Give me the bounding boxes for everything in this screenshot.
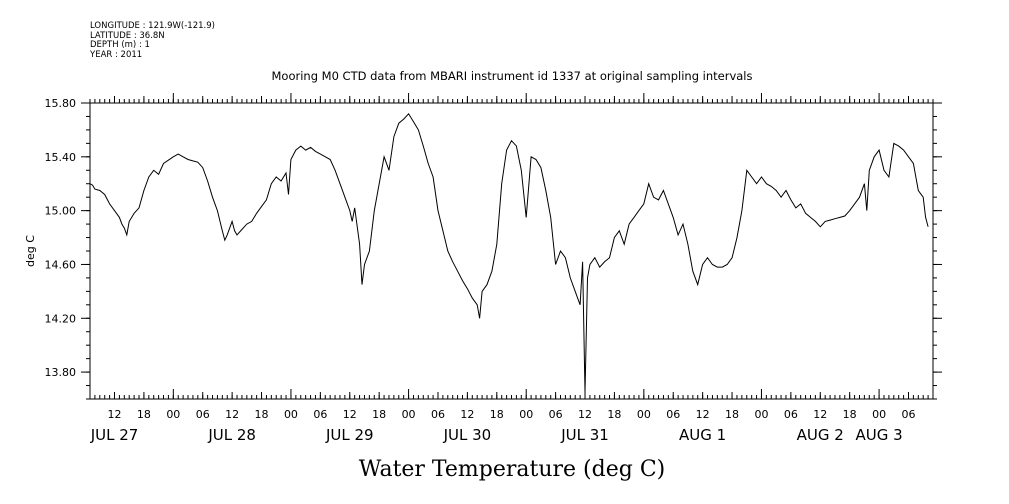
x-tick-labels: 12 18 00 06 12 18 00 06 12 18 00 06 12 18 00 06 12 18 00 06… — [90, 408, 916, 444]
x-hour-tick-label: 06 — [666, 408, 680, 421]
x-hour-tick-label: 12 — [696, 408, 710, 421]
metadata-block: LONGITUDE : 121.9W(-121.9) LATITUDE : 36… — [90, 21, 215, 60]
x-hour-tick-label: 06 — [431, 408, 445, 421]
depth-text: DEPTH (m) : 1 — [90, 40, 150, 50]
longitude-text: LONGITUDE : 121.9W(-121.9) — [90, 21, 215, 31]
x-day-label: JUL 30 — [443, 426, 492, 444]
y-tick-label: 13.80 — [45, 366, 77, 379]
x-day-label: AUG 3 — [855, 426, 902, 444]
x-hour-tick-label: 18 — [490, 408, 504, 421]
x-hour-tick-label: 18 — [255, 408, 269, 421]
x-hour-tick-label: 00 — [637, 408, 651, 421]
x-hour-tick-label: 00 — [166, 408, 180, 421]
x-hour-tick-label: 00 — [872, 408, 886, 421]
y-tick-label: 14.20 — [45, 312, 77, 325]
x-hour-tick-label: 12 — [343, 408, 357, 421]
axis-ticks — [81, 93, 942, 400]
x-hour-tick-label: 00 — [402, 408, 416, 421]
x-hour-tick-label: 12 — [460, 408, 474, 421]
x-hour-tick-label: 12 — [108, 408, 122, 421]
y-tick-label: 15.00 — [45, 205, 77, 218]
latitude-text: LATITUDE : 36.8N — [90, 30, 165, 41]
x-hour-tick-label: 06 — [313, 408, 327, 421]
x-hour-tick-label: 00 — [519, 408, 533, 421]
x-hour-tick-label: 00 — [754, 408, 768, 421]
x-hour-tick-label: 18 — [725, 408, 739, 421]
x-hour-tick-label: 12 — [578, 408, 592, 421]
x-day-label: JUL 31 — [560, 426, 609, 444]
x-day-label: AUG 1 — [679, 426, 726, 444]
y-tick-label: 15.80 — [45, 97, 77, 110]
x-day-label: JUL 29 — [325, 426, 374, 444]
chart-title: Mooring M0 CTD data from MBARI instrumen… — [272, 69, 753, 83]
x-hour-tick-label: 06 — [901, 408, 915, 421]
x-day-label: AUG 2 — [797, 426, 844, 444]
year-text: YEAR : 2011 — [90, 49, 143, 60]
x-hour-tick-label: 18 — [372, 408, 386, 421]
x-hour-tick-label: 12 — [225, 408, 239, 421]
x-day-label: JUL 28 — [207, 426, 256, 444]
series-line — [89, 112, 929, 393]
y-axis-label: deg C — [24, 235, 37, 267]
x-hour-tick-label: 12 — [813, 408, 827, 421]
x-hour-tick-label: 06 — [196, 408, 210, 421]
x-hour-tick-label: 06 — [549, 408, 563, 421]
x-hour-tick-label: 06 — [784, 408, 798, 421]
x-day-label: JUL 27 — [90, 426, 139, 444]
x-hour-tick-label: 18 — [607, 408, 621, 421]
x-hour-tick-label: 00 — [284, 408, 298, 421]
y-tick-labels: 13.80 14.20 14.60 15.00 15.40 15.80 — [45, 97, 77, 379]
plot-frame — [89, 102, 934, 400]
y-tick-label: 15.40 — [45, 151, 77, 164]
y-tick-label: 14.60 — [45, 258, 77, 271]
x-hour-tick-label: 18 — [843, 408, 857, 421]
x-hour-tick-label: 18 — [137, 408, 151, 421]
x-axis-label: Water Temperature (deg C) — [359, 457, 666, 482]
